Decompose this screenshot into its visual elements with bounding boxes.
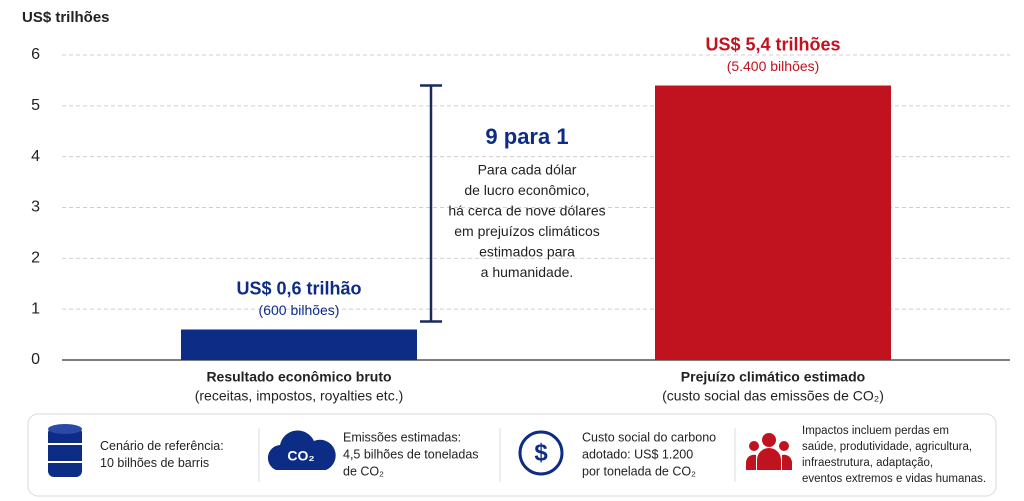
annotation-text: a humanidade. <box>481 264 574 280</box>
footer-text: por tonelada de CO₂ <box>582 464 696 478</box>
bar <box>181 329 417 360</box>
annotation-text: há cerca de nove dólares <box>448 203 605 219</box>
dollar-icon <box>518 430 564 476</box>
y-tick-label: 2 <box>31 250 40 267</box>
people-icon <box>746 433 792 470</box>
footer-text: 10 bilhões de barris <box>100 456 209 470</box>
annotation-text: em prejuízos climáticos <box>454 223 600 239</box>
footer-text: adotado: US$ 1.200 <box>582 447 693 461</box>
footer-text: Emissões estimadas: <box>343 430 461 444</box>
y-tick-label: 1 <box>31 300 40 317</box>
bar <box>655 85 891 360</box>
y-tick-label: 5 <box>31 97 40 114</box>
annotation-text: estimados para <box>479 244 575 260</box>
footer-text: Custo social do carbono <box>582 430 716 444</box>
footer-box <box>27 413 997 497</box>
annotation-title: 9 para 1 <box>485 124 568 149</box>
x-tick-label: Prejuízo climático estimado <box>681 369 865 385</box>
y-tick-label: 0 <box>31 351 40 368</box>
footer-text: saúde, produtividade, agricultura, <box>802 441 972 453</box>
footer-text: 4,5 bilhões de toneladas <box>343 447 479 461</box>
y-axis-label: US$ trilhões <box>22 9 110 26</box>
barrel-icon <box>48 424 82 477</box>
y-tick-label: 4 <box>31 148 40 165</box>
y-tick-label: 3 <box>31 199 40 216</box>
value-label: US$ 5,4 trilhões <box>705 34 840 54</box>
icon-text: CO₂ <box>287 448 314 464</box>
footer-text: de CO₂ <box>343 464 384 478</box>
annotation-text: de lucro econômico, <box>464 182 589 198</box>
category-note: (receitas, impostos, royalties etc.) <box>195 388 404 404</box>
category-note: (custo social das emissões de CO₂) <box>662 388 884 404</box>
icon-text: $ <box>534 439 548 466</box>
x-tick-label: Resultado econômico bruto <box>206 369 391 385</box>
value-label: US$ 0,6 trilhão <box>236 278 361 298</box>
footer-text: Impactos incluem perdas em <box>802 425 949 437</box>
value-sublabel: (5.400 bilhões) <box>727 58 820 74</box>
value-sublabel: (600 bilhões) <box>259 302 340 318</box>
cloud-icon <box>267 430 336 470</box>
footer-text: eventos extremos e vidas humanas. <box>802 473 986 485</box>
annotation-text: Para cada dólar <box>478 162 577 178</box>
footer-text: infraestrutura, adaptação, <box>802 457 933 469</box>
y-tick-label: 6 <box>31 46 40 63</box>
footer-text: Cenário de referência: <box>100 439 224 453</box>
